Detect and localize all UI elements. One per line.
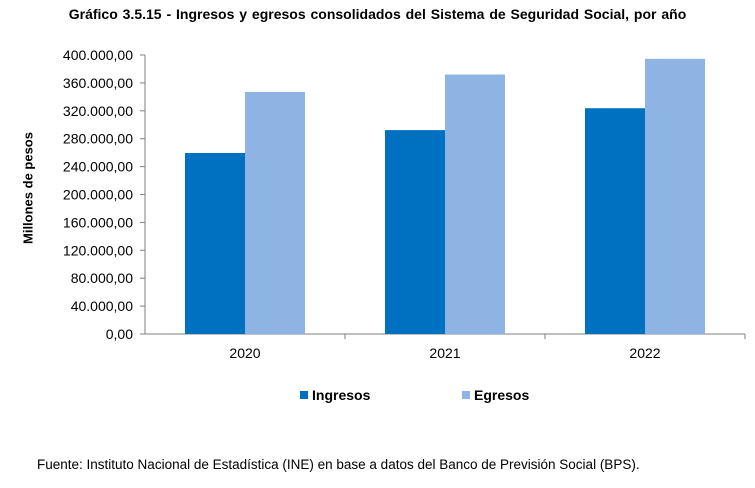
y-tick-label: 200.000,00 <box>63 187 133 203</box>
bar-egresos-2021 <box>445 74 505 334</box>
legend-swatch-ingresos <box>300 391 308 399</box>
legend-swatch-egresos <box>462 391 470 399</box>
y-tick-label: 280.000,00 <box>63 131 133 147</box>
bar-egresos-2020 <box>245 91 305 334</box>
source-note: Fuente: Instituto Nacional de Estadístic… <box>37 457 640 472</box>
y-tick-label: 160.000,00 <box>63 214 133 230</box>
y-tick-label: 120.000,00 <box>63 242 133 258</box>
bar-ingresos-2021 <box>385 130 445 334</box>
x-tick-label: 2021 <box>429 345 460 361</box>
legend-item-egresos: Egresos <box>462 387 529 403</box>
y-tick-label: 240.000,00 <box>63 159 133 175</box>
legend-label-ingresos: Ingresos <box>312 387 371 403</box>
legend-item-ingresos: Ingresos <box>300 387 370 403</box>
y-tick-label: 40.000,00 <box>71 298 133 314</box>
y-tick-label: 0,00 <box>106 326 133 342</box>
bar-ingresos-2022 <box>585 108 645 334</box>
y-tick-label: 400.000,00 <box>63 47 133 63</box>
x-tick-label: 2022 <box>629 345 660 361</box>
chart-title: Gráfico 3.5.15 - Ingresos y egresos cons… <box>68 6 687 22</box>
bar-egresos-2022 <box>645 58 705 335</box>
x-tick-label: 2020 <box>229 345 260 361</box>
legend-label-egresos: Egresos <box>474 387 530 403</box>
y-tick-label: 360.000,00 <box>63 75 133 91</box>
y-tick-label: 320.000,00 <box>63 103 133 119</box>
bar-ingresos-2020 <box>185 152 245 334</box>
y-tick-label: 80.000,00 <box>71 270 133 286</box>
